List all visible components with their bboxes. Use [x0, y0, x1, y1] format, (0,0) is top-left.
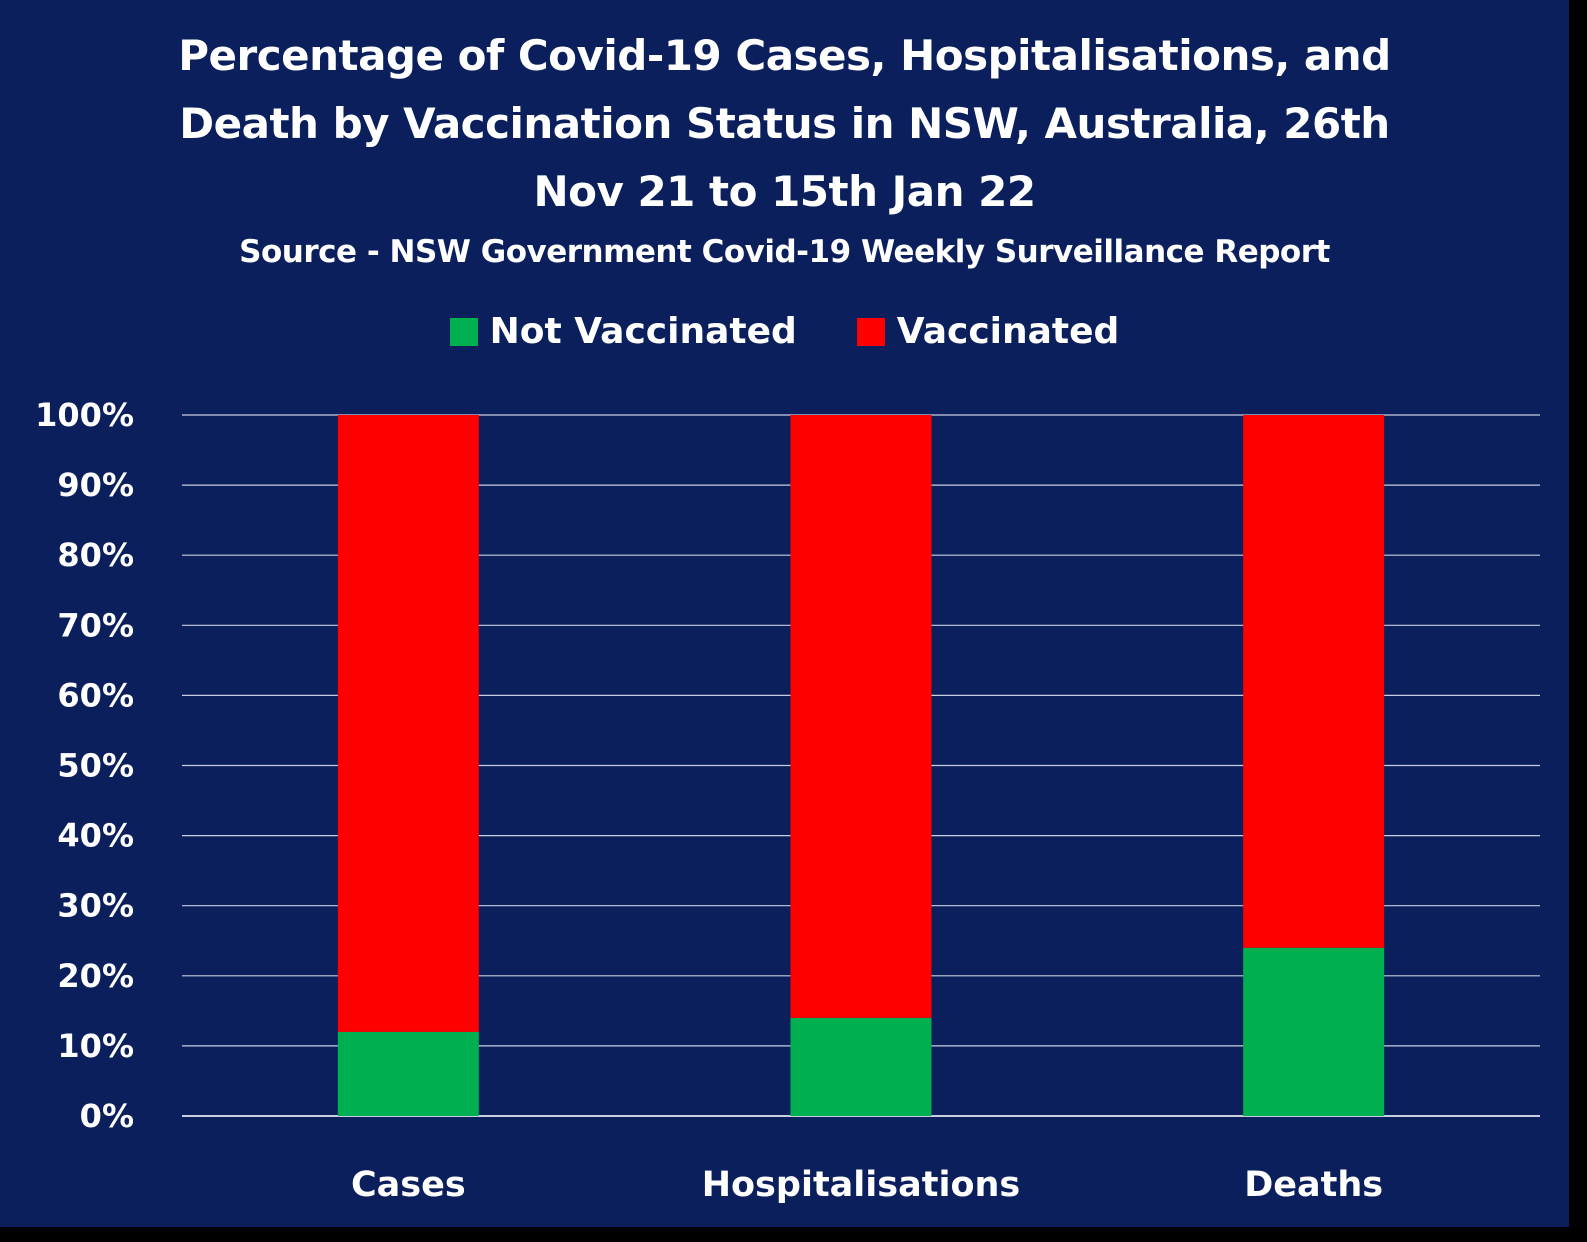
legend-label-not-vaccinated: Not Vaccinated — [489, 311, 797, 352]
bar-vaccinated-hospitalisations — [790, 415, 932, 1018]
x-category-label: Deaths — [1244, 1165, 1383, 1205]
y-tick-label: 70% — [57, 606, 134, 644]
y-tick-label: 0% — [80, 1097, 134, 1135]
y-tick-label: 80% — [57, 536, 134, 574]
x-category-label: Hospitalisations — [702, 1165, 1021, 1205]
chart-title-line: Nov 21 to 15th Jan 22 — [533, 167, 1036, 216]
legend-swatch-not-vaccinated — [449, 318, 478, 346]
y-tick-label: 30% — [57, 887, 134, 925]
y-tick-label: 90% — [57, 466, 134, 504]
y-tick-label: 100% — [35, 396, 134, 434]
chart-subtitle: Source - NSW Government Covid-19 Weekly … — [239, 234, 1330, 270]
bar-vaccinated-cases — [337, 415, 479, 1032]
bar-not-vaccinated-cases — [337, 1031, 479, 1116]
y-tick-label: 60% — [57, 676, 134, 714]
y-tick-label: 10% — [57, 1027, 134, 1065]
y-tick-label: 20% — [57, 957, 134, 995]
legend-item-not-vaccinated: Not Vaccinated — [449, 305, 797, 359]
legend-swatch-vaccinated — [856, 318, 885, 346]
chart-plot-area: 0% 10% 20% 30% 40% 50% 60% 70% 80% 90% 100% Cases Ho… — [35, 396, 1540, 1205]
chart-title-line: Death by Vaccination Status in NSW, Aust… — [179, 99, 1390, 148]
bar-vaccinated-deaths — [1243, 415, 1385, 948]
y-tick-label: 40% — [57, 817, 134, 855]
chart-frame: Percentage of Covid-19 Cases, Hospitalis… — [0, 0, 1569, 1227]
chart-legend: Not Vaccinated Vaccinated — [0, 305, 1569, 359]
bar-not-vaccinated-deaths — [1243, 947, 1385, 1116]
chart-title-line: Percentage of Covid-19 Cases, Hospitalis… — [178, 31, 1391, 80]
legend-item-vaccinated: Vaccinated — [856, 305, 1120, 359]
bar-not-vaccinated-hospitalisations — [790, 1017, 932, 1116]
y-tick-label: 50% — [57, 747, 134, 785]
chart-title: Percentage of Covid-19 Cases, Hospitalis… — [0, 22, 1569, 226]
legend-label-vaccinated: Vaccinated — [896, 311, 1120, 352]
x-category-label: Cases — [351, 1165, 466, 1205]
